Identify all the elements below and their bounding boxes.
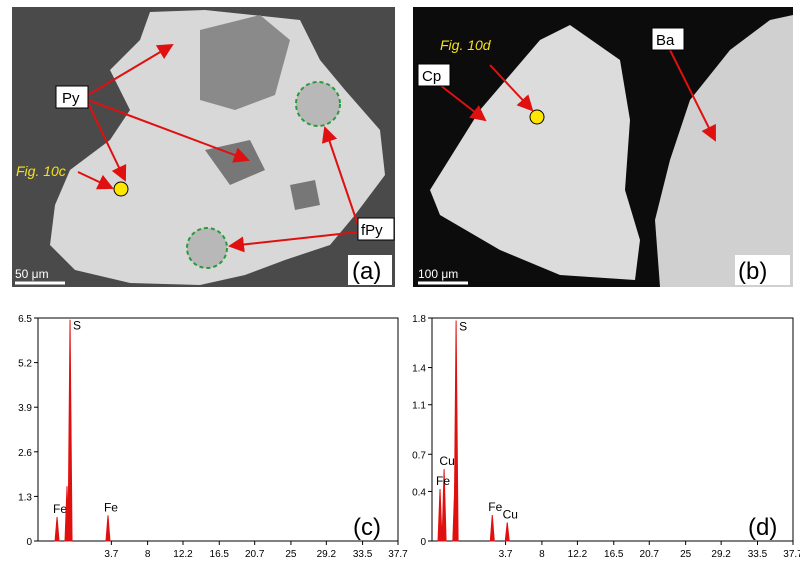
panel-label: (c) [353,514,381,541]
x-tick-label: 37.7 [783,549,800,560]
x-tick-label: 8 [539,549,545,560]
micrograph-a: Py Fig. 10c fPy 50 μm (a) [12,7,395,287]
x-tick-label: 20.7 [245,549,265,560]
peak [441,469,447,542]
peak [452,483,458,542]
peak [504,522,510,542]
peak-label: S [73,319,81,333]
x-tick-label: 16.5 [210,549,230,560]
label: fPy [361,222,383,239]
label: Ba [656,32,675,49]
plot-frame [431,317,794,542]
panel-label: (a) [352,258,381,285]
peak-label: Fe [53,502,67,516]
y-tick-label: 2.6 [18,448,32,459]
peak-label: Fe [488,500,502,514]
panel-label: (b) [738,258,767,285]
y-tick-label: 1.1 [412,401,426,412]
x-tick-label: 12.2 [568,549,588,560]
x-tick-label: 3.7 [499,549,513,560]
x-tick-label: 20.7 [640,549,660,560]
y-tick-label: 5.2 [18,359,32,370]
peak [67,319,73,542]
y-tick-label: 0 [26,537,32,548]
label: Cp [422,68,441,85]
x-tick-label: 25 [285,549,297,560]
scale-bar: 100 μm [418,267,458,281]
x-tick-label: 33.5 [353,549,373,560]
peak-label: S [459,319,467,333]
peak [489,514,495,542]
panel-label: (d) [748,514,777,541]
y-tick-label: 0 [420,537,426,548]
peak [54,516,60,542]
peak [437,488,443,542]
plot-frame [37,317,399,542]
label: Py [62,90,80,107]
y-tick-label: 1.8 [412,314,426,325]
x-tick-label: 33.5 [748,549,768,560]
x-tick-label: 12.2 [173,549,193,560]
peak-label: Cu [503,507,518,521]
x-tick-label: 16.5 [604,549,624,560]
x-tick-label: 29.2 [711,549,731,560]
y-tick-label: 6.5 [18,314,32,325]
x-tick-label: 25 [680,549,692,560]
y-tick-label: 1.3 [18,492,32,503]
y-tick-label: 0.7 [412,450,426,461]
x-tick-label: 29.2 [317,549,337,560]
y-tick-label: 1.4 [412,364,426,375]
x-tick-label: 8 [145,549,151,560]
x-tick-label: 37.7 [388,549,408,560]
peak-label: Cu [439,454,454,468]
scale-bar: 50 μm [15,267,49,281]
label: Fig. 10c [16,163,66,179]
y-tick-label: 0.4 [412,487,426,498]
peak-label: Fe [104,500,118,514]
label: Fig. 10d [440,37,492,53]
peak-label: Fe [436,474,450,488]
micrograph-b: Cp Fig. 10d Ba 100 μm (b) [413,7,793,287]
y-tick-label: 3.9 [18,403,32,414]
peak [105,515,111,542]
x-tick-label: 3.7 [104,549,118,560]
peak [64,486,70,542]
